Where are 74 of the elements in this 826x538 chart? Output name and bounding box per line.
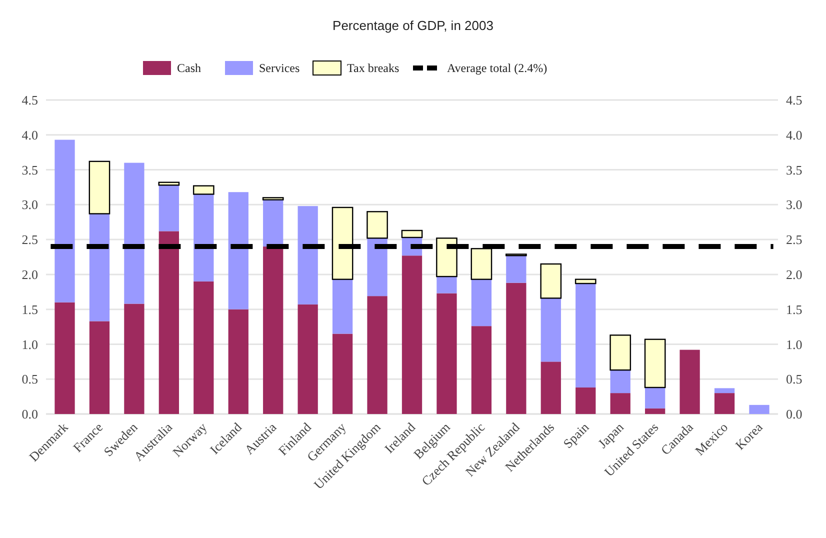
bar <box>298 206 318 304</box>
bar <box>228 192 248 310</box>
bar <box>228 309 248 414</box>
bar <box>158 231 179 414</box>
bar <box>263 246 284 414</box>
bar <box>366 211 388 239</box>
bar <box>540 362 561 414</box>
bar <box>367 296 388 414</box>
bar <box>89 214 110 322</box>
bar <box>610 370 630 394</box>
bar <box>645 408 666 414</box>
y2-tick-label: 2.0 <box>786 266 802 282</box>
bar <box>158 185 179 232</box>
bar <box>610 393 630 414</box>
bar <box>262 197 284 200</box>
bar <box>192 185 214 195</box>
bar <box>645 387 666 408</box>
y-tick-label: 4.0 <box>22 127 38 142</box>
chart-title: Percentage of GDP, in 2003 <box>332 18 494 33</box>
legend-label: Tax breaks <box>347 61 400 76</box>
bar <box>680 350 700 414</box>
y2-tick-label: 3.0 <box>786 197 802 212</box>
bar <box>714 393 735 414</box>
legend-label: Services <box>259 61 300 76</box>
bar <box>471 326 492 414</box>
bar <box>540 263 562 299</box>
bar <box>714 388 735 394</box>
bar <box>402 256 422 414</box>
y2-tick-label: 0.5 <box>786 372 802 387</box>
legend-label: Average total (2.4%) <box>447 61 548 76</box>
bar <box>89 321 110 414</box>
bar <box>436 276 457 294</box>
y-tick-label: 1.5 <box>22 302 38 317</box>
y-tick-label: 1.0 <box>22 336 38 352</box>
bar <box>194 194 214 282</box>
bar <box>124 162 144 304</box>
bar <box>471 279 492 326</box>
bar <box>401 230 423 238</box>
bar <box>367 238 388 296</box>
bar <box>298 304 318 414</box>
bar <box>332 279 353 334</box>
y-tick-label: 2.0 <box>22 266 38 282</box>
y2-tick-label: 1.5 <box>786 302 802 317</box>
bar <box>88 160 110 214</box>
bar <box>332 334 353 414</box>
y-tick-label: 0.0 <box>22 406 38 422</box>
y2-tick-label: 1.0 <box>786 336 802 352</box>
bar <box>610 334 632 371</box>
y-tick-label: 0.5 <box>22 372 38 387</box>
legend-label: Cash <box>177 61 201 76</box>
y2-tick-label: 2.5 <box>786 232 802 248</box>
y2-tick-label: 0.0 <box>786 406 802 422</box>
y-tick-label: 2.5 <box>22 232 38 248</box>
bar <box>194 281 214 414</box>
bar <box>54 302 75 414</box>
bar <box>506 256 526 283</box>
bar <box>54 140 75 302</box>
y-tick-label: 3.5 <box>22 162 38 178</box>
y2-tick-label: 4.5 <box>786 92 802 108</box>
y-tick-label: 3.0 <box>22 197 38 212</box>
bar <box>124 304 144 414</box>
bar <box>576 387 596 414</box>
y-tick-label: 4.5 <box>22 92 38 108</box>
bar <box>158 182 180 186</box>
bar <box>576 284 596 388</box>
y2-tick-label: 3.5 <box>786 162 802 178</box>
bar <box>540 298 561 362</box>
bar <box>644 338 666 388</box>
bar <box>749 404 770 414</box>
bar <box>436 293 457 414</box>
bar <box>506 282 526 414</box>
bar <box>263 200 284 247</box>
bar <box>574 278 596 284</box>
y2-tick-label: 4.0 <box>786 127 802 142</box>
